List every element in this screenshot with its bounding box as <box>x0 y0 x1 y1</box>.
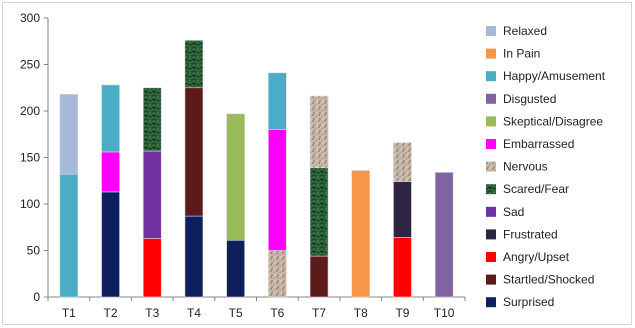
x-tick-label: T8 <box>354 306 368 320</box>
legend-label-relaxed: Relaxed <box>503 24 547 38</box>
x-tick-label: T2 <box>104 306 118 320</box>
bar-segment-t9-frustrated <box>393 181 412 238</box>
legend-label-angry-upset: Angry/Upset <box>503 250 570 264</box>
x-tick-label: T3 <box>145 306 159 320</box>
bar-segment-t4-scared-fear <box>184 40 204 89</box>
bar-segment-t6-embarrassed <box>268 129 287 251</box>
legend-label-frustrated: Frustrated <box>503 227 558 241</box>
bar-segment-t5-skeptical-disagree <box>226 113 245 241</box>
bar-segment-t2-surprised <box>101 191 120 298</box>
bar-segment-t4-surprised <box>184 215 204 298</box>
y-tick-label: 200 <box>20 104 40 118</box>
legend-swatch-frustrated <box>486 229 496 240</box>
legend: Relaxed In Pain Happy/Amusement Disgusted Sk… <box>486 24 606 309</box>
legend-swatch-disgusted <box>486 93 496 104</box>
legend-label-skeptical-disagree: Skeptical/Disagree <box>503 114 603 128</box>
legend-label-embarrassed: Embarrassed <box>503 137 574 151</box>
legend-label-nervous: Nervous <box>503 160 548 174</box>
legend-swatch-scared-fear <box>486 184 496 195</box>
legend-swatch-embarrassed <box>486 139 496 149</box>
x-tick-label: T4 <box>187 306 201 320</box>
legend-label-in-pain: In Pain <box>503 47 540 61</box>
legend-swatch-nervous <box>486 161 496 172</box>
legend-label-scared-fear: Scared/Fear <box>503 182 569 196</box>
bar-segment-t7-startled-shocked <box>309 255 329 298</box>
bar-segment-t9-angry-upset <box>393 237 412 298</box>
legend-label-surprised: Surprised <box>503 295 554 309</box>
y-tick-label: 0 <box>33 290 40 304</box>
x-tick-label: T9 <box>395 306 409 320</box>
bars-layer <box>59 40 454 298</box>
bar-segment-t2-embarrassed <box>101 151 120 193</box>
y-tick-label: 250 <box>20 58 40 72</box>
bar-segment-t3-angry-upset <box>142 238 162 298</box>
bar-segment-t1-relaxed <box>59 93 79 175</box>
bar-segment-t6-nervous <box>268 250 287 298</box>
legend-swatch-surprised <box>486 297 496 308</box>
y-tick-label: 150 <box>20 151 40 165</box>
legend-label-startled-shocked: Startled/Shocked <box>503 273 594 287</box>
legend-swatch-angry-upset <box>486 252 496 262</box>
legend-swatch-relaxed <box>486 26 496 36</box>
legend-swatch-startled-shocked <box>486 274 496 285</box>
x-tick-label: T10 <box>434 306 455 320</box>
x-tick-label: T6 <box>270 306 284 320</box>
bar-segment-t3-sad <box>142 150 162 239</box>
legend-label-happy-amusement: Happy/Amusement <box>503 69 606 83</box>
legend-swatch-skeptical-disagree <box>486 116 496 127</box>
y-tick-label: 100 <box>20 197 40 211</box>
y-tick-label: 50 <box>27 244 41 258</box>
bar-segment-t1-happy-amusement <box>59 173 79 298</box>
x-tick-label: T1 <box>62 306 76 320</box>
bar-segment-t5-surprised <box>226 239 245 298</box>
legend-swatch-sad <box>486 206 496 217</box>
bar-segment-t7-nervous <box>309 95 329 169</box>
legend-label-sad: Sad <box>503 205 524 219</box>
legend-swatch-in-pain <box>486 48 496 59</box>
bar-segment-t10-disgusted <box>434 172 454 298</box>
bar-segment-t6-happy-amusement <box>268 72 287 130</box>
x-tick-label: T7 <box>312 306 326 320</box>
bar-segment-t3-scared-fear <box>142 87 162 152</box>
x-tick-label: T5 <box>229 306 243 320</box>
legend-swatch-happy-amusement <box>486 71 496 82</box>
legend-label-disgusted: Disgusted <box>503 92 556 106</box>
y-tick-label: 300 <box>20 11 40 25</box>
bar-segment-t7-scared-fear <box>309 167 329 257</box>
bar-segment-t9-nervous <box>393 142 412 182</box>
bar-segment-t4-startled-shocked <box>184 87 204 217</box>
bar-segment-t8-in-pain <box>351 170 371 298</box>
bar-segment-t2-happy-amusement <box>101 84 120 153</box>
